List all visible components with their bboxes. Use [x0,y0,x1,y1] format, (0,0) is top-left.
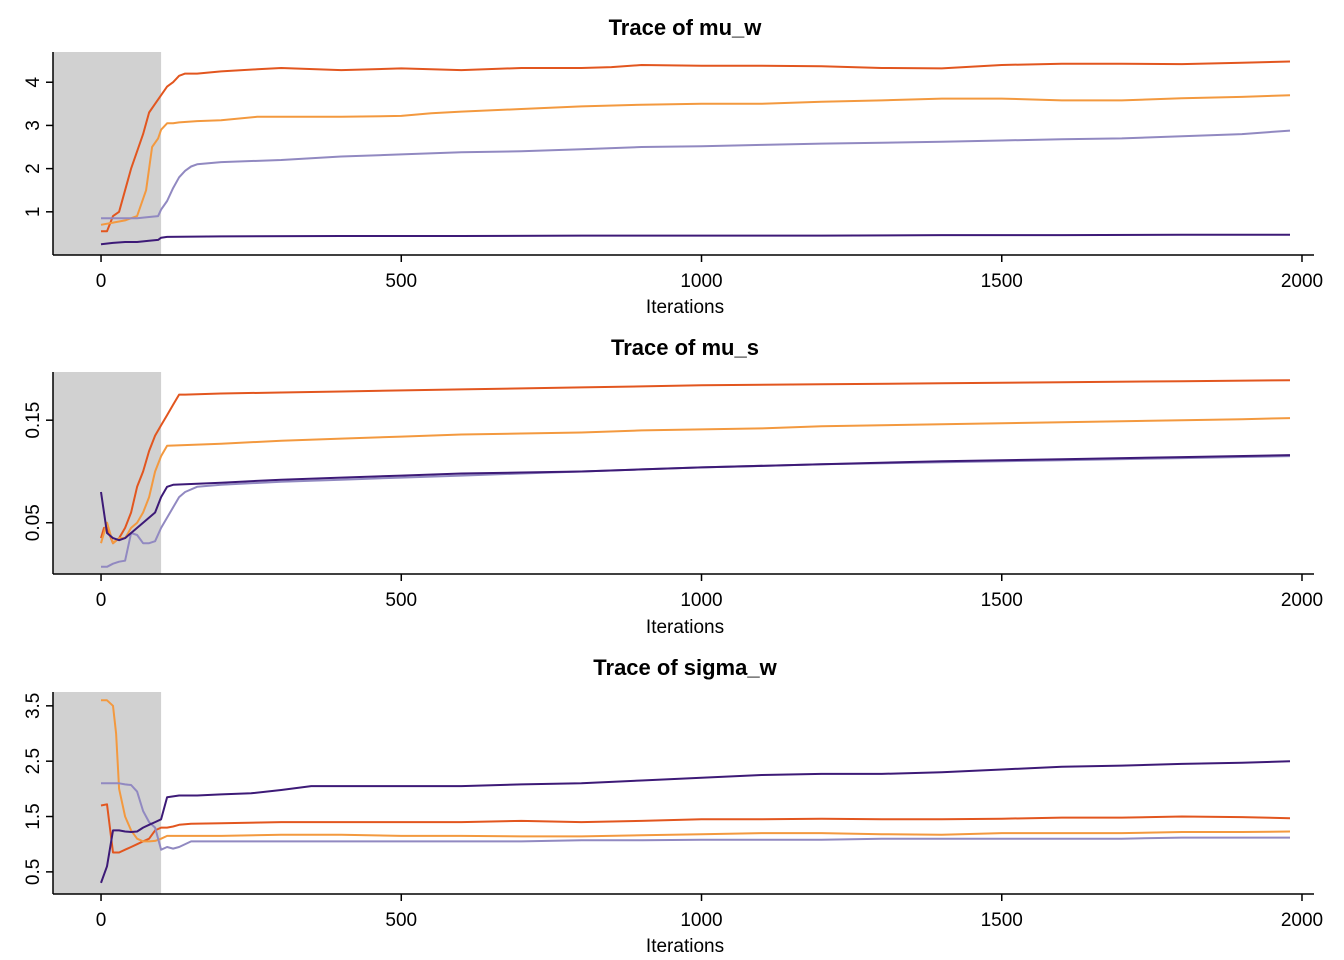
series-line-4 [100,233,1290,246]
x-axis-label: Iterations [646,936,724,957]
series-line-1 [100,803,1291,854]
series-line-4 [100,760,1291,884]
x-tick-label: 1500 [981,590,1023,611]
burnin-region [53,52,162,255]
series-line-2 [100,417,1291,545]
y-tick-label: 0.15 [23,402,44,439]
x-tick-label: 2000 [1281,910,1323,931]
x-tick-label: 500 [385,910,417,931]
x-tick-label: 1000 [680,910,722,931]
x-tick-label: 500 [385,271,417,292]
series-line-3 [101,129,1291,220]
y-tick-label: 3.5 [23,693,44,719]
series-line-2 [100,94,1291,226]
series-line-3 [101,455,1291,568]
panel-mu-w: Trace of mu_w Iterations 0 500 1000 1500 200… [23,15,1323,318]
panel-title: Trace of sigma_w [593,655,777,680]
y-tick-label: 1.5 [23,803,44,829]
x-tick-label: 2000 [1281,590,1323,611]
x-tick-label: 1500 [981,271,1023,292]
y-tick-label: 2.5 [23,748,44,774]
x-axis-label: Iterations [646,617,724,638]
x-tick-label: 1000 [680,271,722,292]
y-tick-label: 0.5 [23,859,44,885]
x-tick-label: 0 [96,590,107,611]
panel-mu-s: Trace of mu_s Iterations 0 500 1000 1500 200… [23,335,1323,638]
y-tick-label: 3 [23,120,44,131]
y-tick-label: 4 [23,77,44,88]
y-tick-label: 0.05 [23,504,44,541]
series-line-1 [100,379,1291,545]
panel-sigma-w: Trace of sigma_w Iterations 0 500 1000 1500… [23,655,1323,957]
y-tick-label: 1 [23,207,44,218]
panel-title: Trace of mu_s [611,335,759,360]
series-line-2 [101,699,1291,843]
x-tick-label: 500 [385,590,417,611]
y-tick-label: 2 [23,163,44,174]
series-line-3 [101,782,1290,851]
x-axis-label: Iterations [646,297,724,318]
x-tick-label: 2000 [1281,271,1323,292]
x-tick-label: 0 [96,271,107,292]
series-line-4 [100,454,1291,542]
panel-title: Trace of mu_w [609,15,763,40]
series-line-1 [101,60,1291,233]
x-tick-label: 1500 [981,910,1023,931]
x-tick-label: 0 [96,910,107,931]
x-tick-label: 1000 [680,590,722,611]
